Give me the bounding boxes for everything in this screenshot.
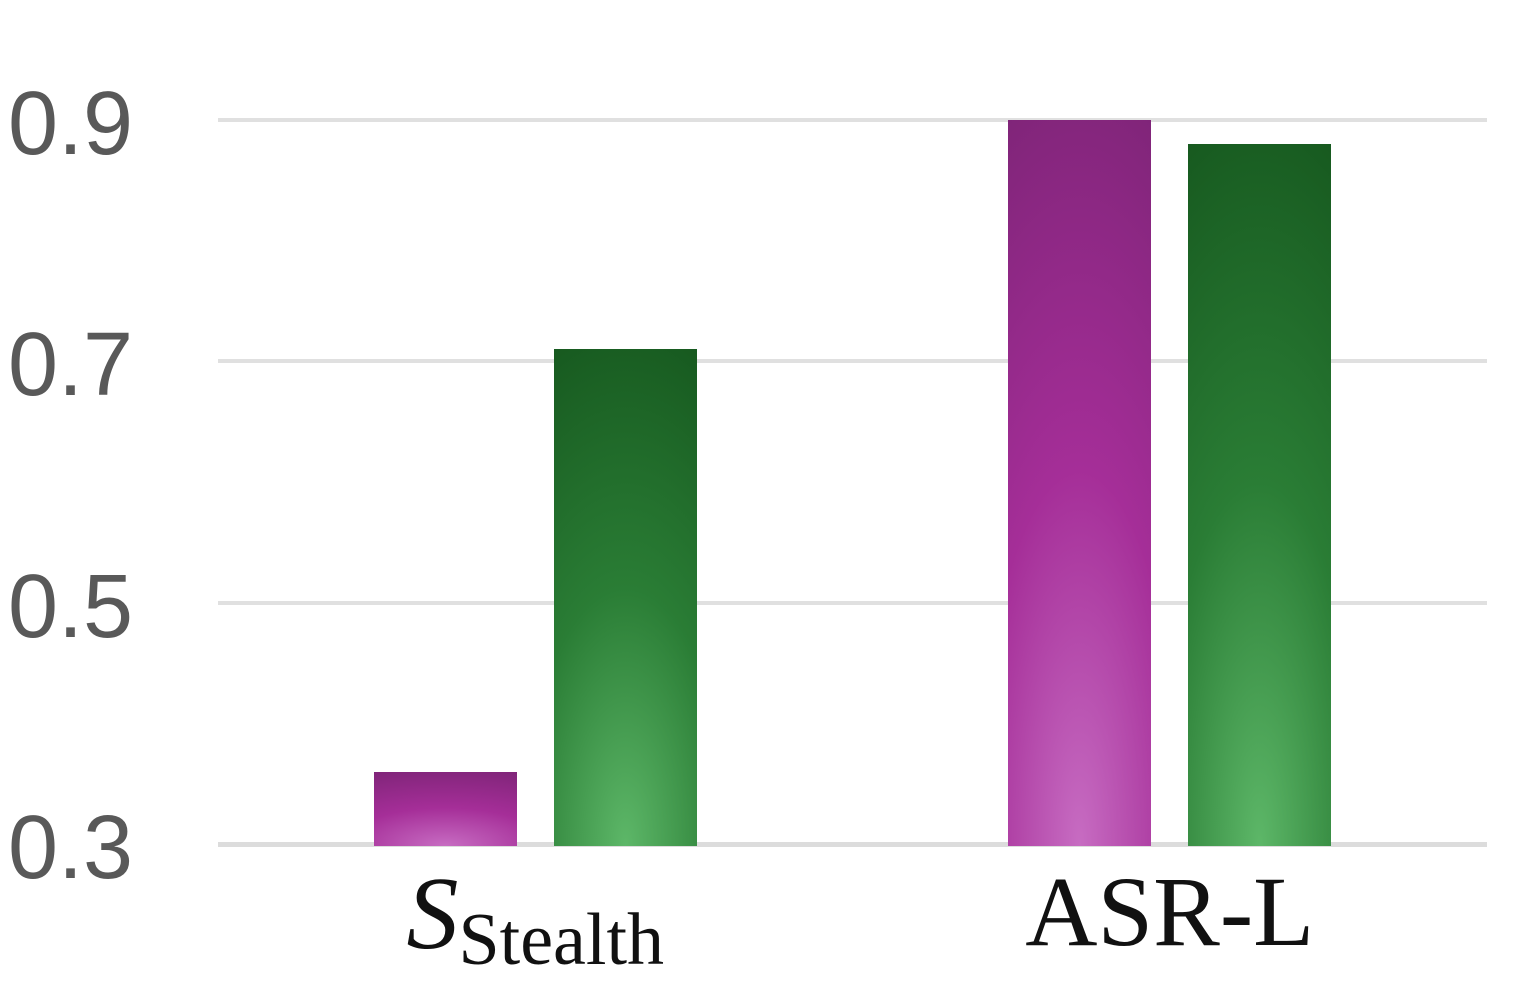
bar-purple-series-cat1 [1008, 120, 1152, 846]
gridline-0.7 [218, 359, 1487, 364]
x-category-main-text: S [406, 856, 459, 971]
y-tick-label-0.7: 0.7 [8, 315, 134, 416]
bar-green-series-cat0 [553, 349, 697, 846]
y-tick-label-0.3: 0.3 [8, 798, 134, 898]
x-category-main-text: ASR-L [1025, 856, 1315, 967]
bar-purple-series-cat0 [373, 771, 517, 846]
x-category-label-0: SStealth [275, 862, 795, 978]
bar-green-series-cat1 [1188, 144, 1332, 846]
gridline-0.9 [218, 118, 1487, 122]
y-tick-label-0.9: 0.9 [8, 74, 134, 174]
gridline-0.3 [218, 842, 1487, 847]
x-category-label-1: ASR-L [910, 862, 1430, 962]
x-category-subscript-text: Stealth [458, 899, 665, 981]
gridline-0.5 [218, 600, 1487, 605]
y-tick-label-0.5: 0.5 [8, 556, 134, 657]
